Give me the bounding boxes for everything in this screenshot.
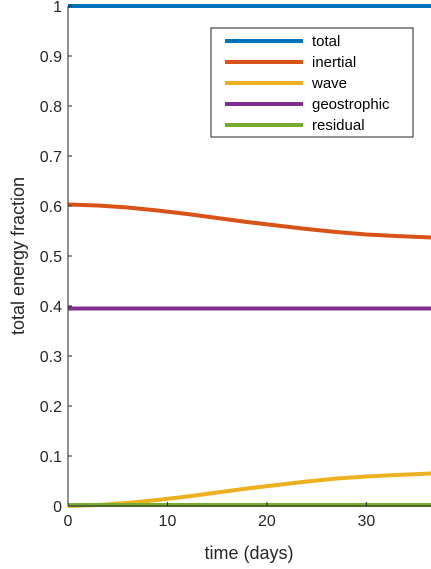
x-tick-label: 30 [357,513,375,530]
y-tick-label: 0.7 [40,149,62,166]
x-tick-label: 10 [159,513,177,530]
y-tick-label: 0.3 [40,349,62,366]
y-tick-label: 0.1 [40,449,62,466]
y-axis-label: total energy fraction [8,177,28,335]
legend-label-wave: wave [311,75,347,92]
y-tick-label: 0.4 [40,299,62,316]
legend-label-residual: residual [312,117,365,134]
y-tick-label: 0.6 [40,199,62,216]
legend-label-geostrophic: geostrophic [312,96,390,113]
legend-label-total: total [312,33,340,50]
y-tick-label: 1 [53,0,62,16]
series-line-inertial [67,202,431,240]
y-tick-label: 0.5 [40,249,62,266]
x-axis-label: time (days) [204,543,293,563]
y-tick-label: 0.8 [40,99,62,116]
y-tick-label: 0 [53,499,62,516]
y-tick-label: 0.2 [40,399,62,416]
y-tick-label: 0.9 [40,49,62,66]
x-tick-label: 20 [258,513,276,530]
series-line-wave [67,471,431,508]
x-tick-label: 0 [64,513,73,530]
legend-label-inertial: inertial [312,54,356,71]
